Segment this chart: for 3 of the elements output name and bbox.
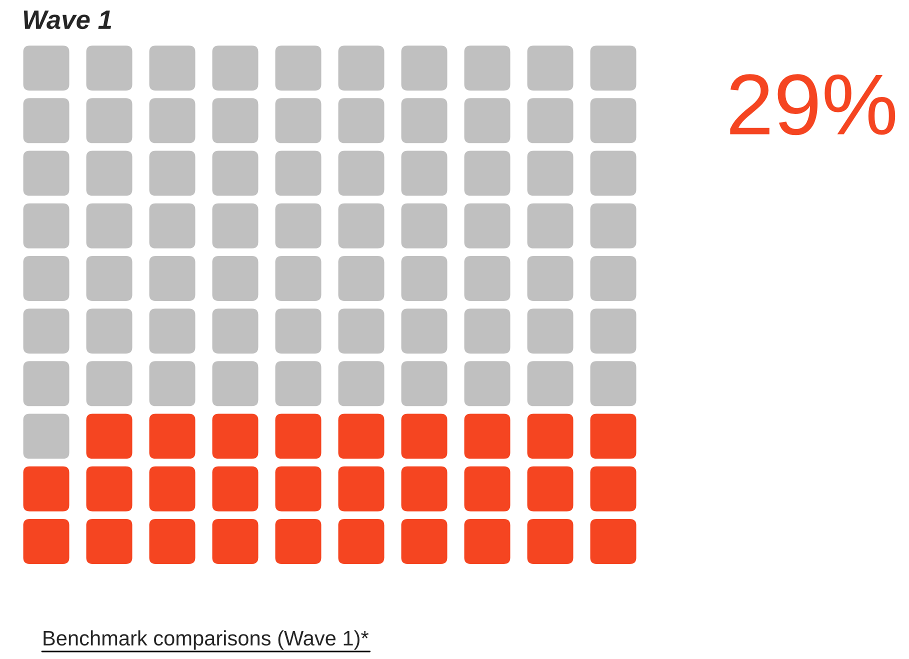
data-label: 29%	[730, 74, 896, 136]
text: Benchmark comparisons (Wave 1)*	[44, 630, 369, 650]
text: Wave 1	[24, 10, 112, 30]
